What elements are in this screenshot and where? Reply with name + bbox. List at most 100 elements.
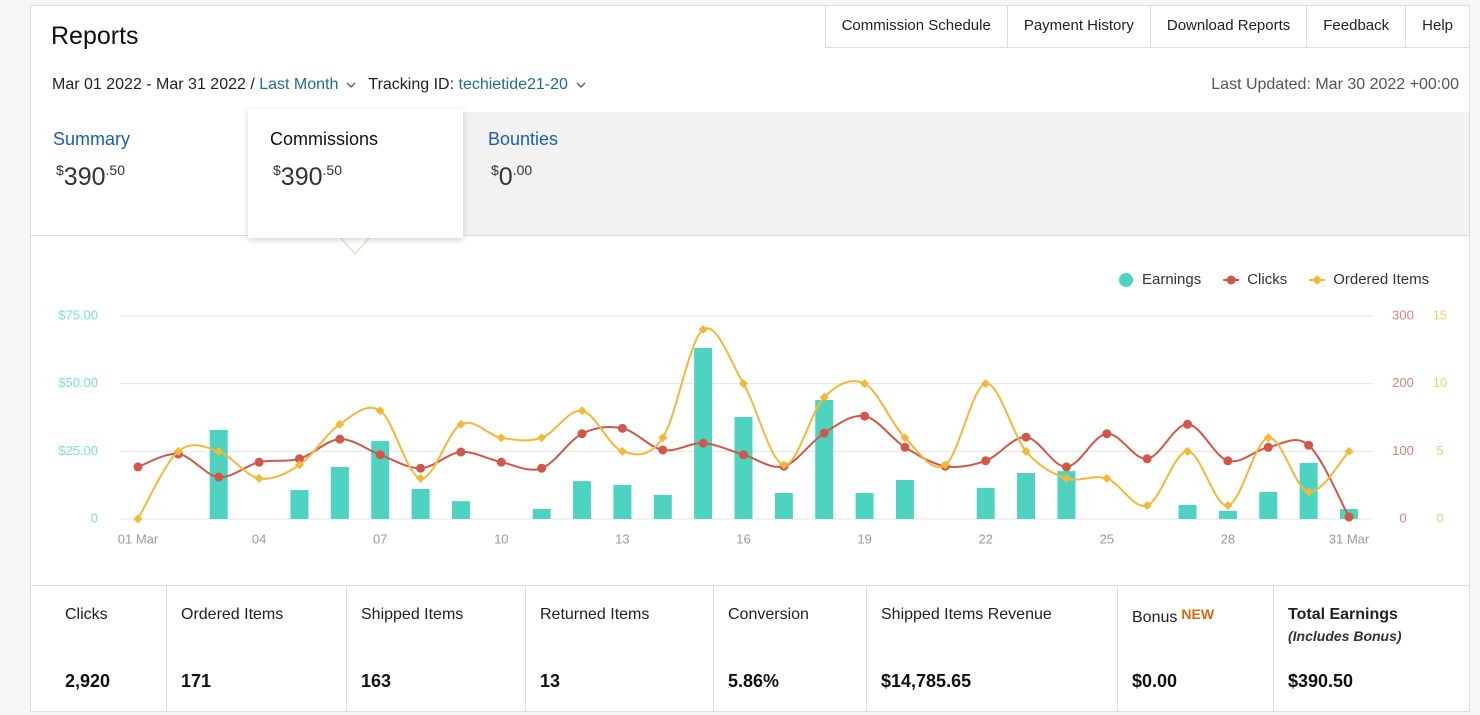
amount-whole: 390 (63, 163, 106, 191)
point (456, 419, 466, 429)
point (900, 433, 910, 443)
nav-item[interactable]: Feedback (1306, 5, 1405, 47)
point (739, 450, 748, 460)
x-tick-label: 22 (978, 531, 992, 546)
amount-cents: .50 (105, 162, 125, 178)
x-tick-label: 10 (494, 531, 508, 546)
point (860, 379, 870, 389)
y-tick-label: $25.00 (58, 443, 98, 458)
legend-swatch (1119, 273, 1133, 287)
tab[interactable]: Commissions $390.50 (248, 109, 463, 238)
point (658, 445, 668, 455)
x-tick-label: 04 (252, 531, 266, 546)
legend-label: Clicks (1247, 271, 1287, 288)
chevron (576, 82, 586, 88)
point (1183, 446, 1193, 456)
nav-item[interactable]: Payment History (1006, 5, 1150, 47)
stat: Shipped Items 163 (346, 586, 525, 712)
date-range: Mar 01 2022 - Mar 31 2022 / (52, 76, 255, 93)
x-tick-label: 07 (373, 531, 387, 546)
point (537, 433, 547, 443)
point (860, 411, 870, 421)
bar (774, 493, 793, 519)
point (1102, 429, 1112, 439)
point (940, 460, 950, 470)
x-tick-label: 31 Mar (1329, 531, 1370, 546)
amount-whole: 390 (280, 163, 323, 191)
x-tick-label: 28 (1221, 531, 1235, 546)
bar (411, 488, 430, 519)
nav: Commission Schedule Payment History Down… (824, 5, 1470, 48)
point (698, 325, 708, 335)
stat: Ordered Items 171 (166, 586, 346, 712)
amount-cents: .50 (322, 162, 342, 178)
y-tick-label: 5 (1436, 443, 1443, 458)
bar (613, 484, 632, 519)
tab-pointer (340, 237, 370, 255)
bar (1218, 510, 1237, 519)
y-tick-label: 0 (1399, 510, 1406, 525)
point (416, 473, 426, 483)
point (1183, 419, 1193, 429)
point (1102, 473, 1112, 483)
point (375, 406, 385, 416)
stat-label: Shipped Items (361, 606, 464, 623)
currency: $ (273, 162, 281, 178)
y-tick-label: 0 (1436, 510, 1443, 525)
stat: Total Earnings (Includes Bonus) $390.50 (1273, 586, 1469, 712)
amount-whole: 0 (498, 163, 513, 191)
tab-label: Summary (53, 129, 131, 149)
y-tick-label: $50.00 (58, 375, 98, 390)
y-tick-label: 0 (91, 510, 98, 525)
tracking-select[interactable]: techietide21-20 (458, 76, 568, 93)
stat: Clicks 2,920 (31, 586, 166, 712)
bar (1178, 504, 1197, 519)
reports-panel: Reports Commission Schedule Payment Hist… (30, 5, 1470, 712)
point (819, 392, 829, 402)
point (173, 446, 183, 456)
point (496, 433, 506, 443)
point (1061, 462, 1071, 472)
point (617, 446, 627, 456)
point (214, 472, 224, 482)
point (133, 462, 143, 472)
bar (1259, 491, 1278, 519)
stat-label: Ordered Items (181, 606, 284, 623)
period-select[interactable]: Last Month (259, 76, 339, 93)
x-tick-label: 13 (615, 531, 629, 546)
new-badge: NEW (1181, 606, 1215, 622)
page-title: Reports (51, 22, 139, 50)
point (1142, 500, 1152, 510)
point (1021, 446, 1031, 456)
nav-item[interactable]: Help (1405, 5, 1469, 47)
point (1223, 456, 1233, 466)
bar (451, 501, 470, 519)
point (456, 447, 466, 457)
bar (573, 481, 592, 519)
point (1223, 500, 1233, 510)
point (819, 428, 829, 438)
point (1021, 432, 1031, 442)
y-tick-label: 200 (1392, 375, 1414, 390)
bar (1057, 471, 1076, 519)
point (1142, 454, 1152, 464)
tab-bar: Summary $390.50 Commissions $390.50 Boun… (31, 109, 1469, 238)
y-tick-label: 100 (1392, 443, 1414, 458)
point (133, 514, 143, 524)
bar (330, 467, 349, 519)
stat: Conversion 5.86% (713, 586, 866, 712)
nav-item[interactable]: Download Reports (1149, 5, 1306, 47)
stat: Shipped Items Revenue $14,785.65 (866, 586, 1117, 712)
stat-value: $14,785.65 (881, 671, 972, 691)
nav-item[interactable]: Commission Schedule (841, 17, 991, 34)
point (335, 419, 345, 429)
bar (734, 416, 753, 519)
tab[interactable]: Bounties $0.00 (466, 112, 683, 235)
point (739, 379, 748, 389)
tab[interactable]: Summary $390.50 (31, 112, 248, 235)
tab-amount: $390.50 (273, 162, 342, 192)
currency: $ (56, 162, 64, 178)
point (1304, 487, 1314, 497)
stat-value: $390.50 (1288, 671, 1354, 691)
